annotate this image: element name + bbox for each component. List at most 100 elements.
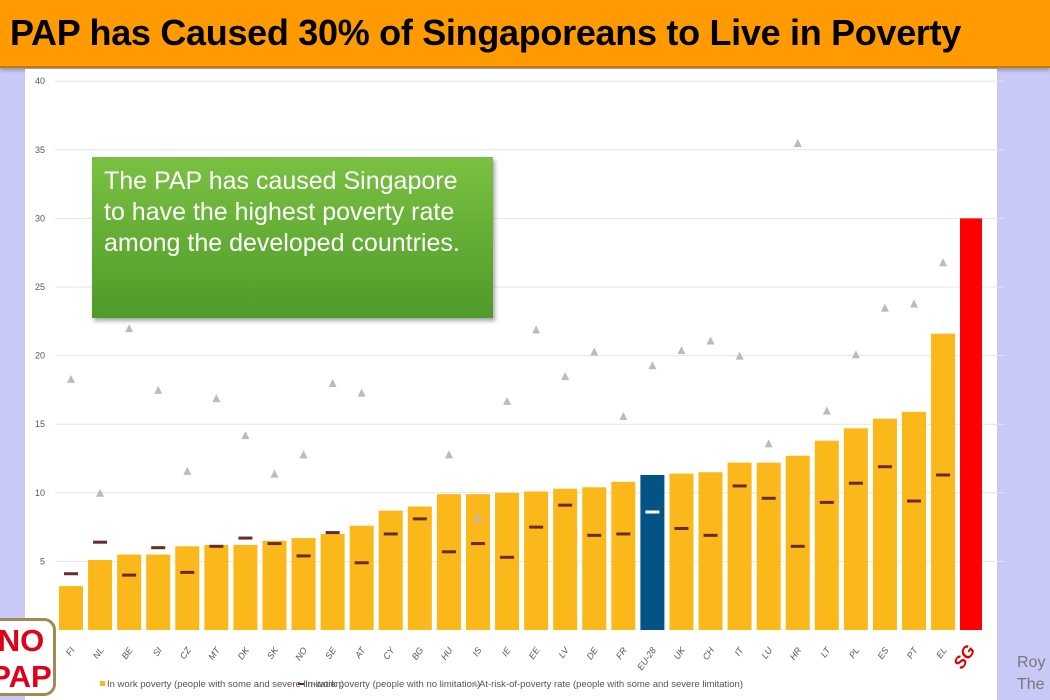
dash-marker xyxy=(267,542,282,546)
bar-si xyxy=(146,554,171,630)
dash-marker xyxy=(529,525,544,529)
dash-marker xyxy=(151,546,166,550)
bar-ee xyxy=(524,491,549,630)
x-tick-label: HR xyxy=(788,645,804,662)
x-tick-label: PT xyxy=(905,644,921,660)
x-tick-label: CH xyxy=(701,645,717,662)
x-tick-label: FR xyxy=(614,645,629,661)
dash-marker xyxy=(64,572,78,576)
x-tick-label: IE xyxy=(500,645,514,659)
triangle-marker xyxy=(299,450,308,459)
bar-se xyxy=(320,533,345,630)
bar-no xyxy=(291,538,316,630)
credit-text: Roy The H xyxy=(1017,652,1050,696)
y-tick-label: 40 xyxy=(35,76,45,86)
dash-marker xyxy=(936,473,951,477)
bar-dk xyxy=(233,544,258,630)
bar-be xyxy=(117,554,142,630)
legend-label: In work poverty (people with some and se… xyxy=(107,679,344,690)
bar-ie xyxy=(495,492,520,630)
callout-box: The PAP has caused Singapore to have the… xyxy=(92,157,493,318)
triangle-marker xyxy=(357,388,366,397)
triangle-marker xyxy=(532,325,541,334)
triangle-marker xyxy=(706,336,715,345)
y-tick-label: 5 xyxy=(40,556,45,566)
bar-sk xyxy=(262,540,287,630)
logo-line-2: PAP xyxy=(0,659,52,694)
x-tick-label: IS xyxy=(471,645,484,658)
x-tick-label: NL xyxy=(91,645,106,660)
bar-uk xyxy=(669,473,694,630)
bar-el xyxy=(931,333,956,630)
dash-marker xyxy=(587,533,602,537)
legend-swatch-triangle xyxy=(472,680,478,686)
dash-marker xyxy=(732,484,747,488)
dash-marker xyxy=(790,544,805,548)
dash-marker xyxy=(819,500,834,504)
x-tick-label: SE xyxy=(323,645,339,661)
triangle-marker xyxy=(561,372,570,381)
dash-marker xyxy=(93,540,108,544)
bar-cy xyxy=(378,510,403,630)
triangle-marker xyxy=(939,258,948,267)
triangle-marker xyxy=(503,396,512,405)
legend-swatch-bar xyxy=(100,681,105,686)
x-tick-label: CY xyxy=(381,645,397,662)
bar-at xyxy=(349,525,374,630)
bar-de xyxy=(582,487,607,630)
dash-marker xyxy=(412,517,427,521)
dash-marker xyxy=(209,544,224,548)
triangle-marker xyxy=(67,374,75,383)
dash-marker xyxy=(558,503,573,507)
triangle-marker xyxy=(590,347,599,356)
bar-hu xyxy=(436,494,461,630)
x-tick-label: SG xyxy=(950,641,980,672)
x-tick-label: LT xyxy=(819,644,834,659)
dash-marker xyxy=(296,554,311,558)
bar-lu xyxy=(756,462,781,630)
triangle-marker xyxy=(212,394,221,403)
triangle-marker xyxy=(822,406,831,415)
triangle-marker xyxy=(183,466,192,475)
legend-label: At-risk-of-poverty rate (people with som… xyxy=(479,679,743,690)
x-tick-label: EU-28 xyxy=(635,645,658,672)
bar-pt xyxy=(902,411,927,630)
triangle-marker xyxy=(735,351,744,360)
dash-marker xyxy=(907,499,922,503)
dash-marker xyxy=(500,555,515,559)
triangle-marker xyxy=(154,385,163,394)
y-tick-label: 15 xyxy=(35,419,45,429)
triangle-marker xyxy=(444,450,453,459)
x-tick-label: NO xyxy=(293,645,309,662)
dash-marker xyxy=(761,496,776,500)
dash-marker xyxy=(616,532,631,536)
bar-nl xyxy=(88,560,113,630)
y-tick-label: 10 xyxy=(35,488,45,498)
x-tick-label: EL xyxy=(934,645,949,660)
y-tick-label: 35 xyxy=(35,145,45,155)
title-bar: PAP has Caused 30% of Singaporeans to Li… xyxy=(0,0,1050,68)
logo-line-1: NO xyxy=(0,623,45,658)
x-tick-label: FI xyxy=(64,645,77,658)
dash-marker xyxy=(470,542,485,546)
triangle-marker xyxy=(648,361,657,370)
dash-marker xyxy=(645,510,660,514)
dash-marker xyxy=(703,533,718,537)
bar-fr xyxy=(611,481,636,630)
bar-lt xyxy=(814,440,839,630)
dash-marker xyxy=(122,573,137,577)
bar-fi xyxy=(59,586,83,630)
dash-marker xyxy=(180,570,195,574)
x-tick-label: BE xyxy=(120,645,136,661)
x-tick-label: LV xyxy=(557,645,572,660)
x-tick-label: IT xyxy=(732,644,746,658)
x-tick-label: LU xyxy=(760,645,775,661)
dash-marker xyxy=(877,465,892,469)
triangle-marker xyxy=(96,488,105,497)
triangle-marker xyxy=(880,303,889,312)
bar-cz xyxy=(175,546,200,630)
x-tick-label: CZ xyxy=(178,645,193,661)
x-tick-label: HU xyxy=(439,645,455,662)
bar-bg xyxy=(407,506,432,630)
